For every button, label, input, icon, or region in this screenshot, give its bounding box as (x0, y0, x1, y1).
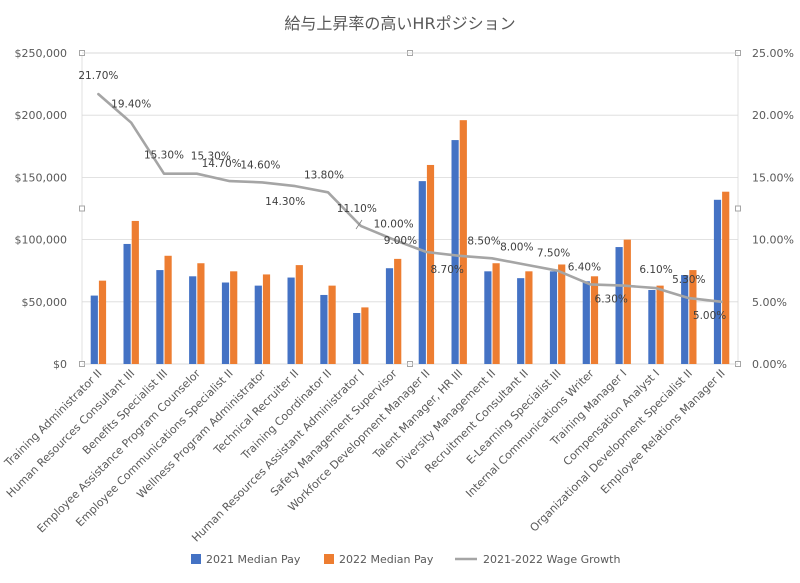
wage-growth-data-label: 14.30% (265, 196, 305, 208)
bar-2021-median-pay (681, 275, 689, 364)
bar-2022-median-pay (623, 239, 631, 364)
legend-label-2021-median-pay: 2021 Median Pay (206, 553, 301, 566)
wage-growth-data-label: 5.00% (693, 310, 726, 322)
bar-2021-median-pay (615, 247, 623, 364)
wage-growth-data-label: 9.00% (384, 235, 417, 247)
bars (90, 120, 730, 365)
right-axis-tick-label: 20.00% (752, 109, 794, 122)
bar-2021-median-pay (189, 276, 197, 364)
bar-2021-median-pay (451, 140, 459, 364)
legend-swatch-2021-median-pay (191, 554, 201, 564)
bar-2022-median-pay (131, 220, 139, 364)
bar-2022-median-pay (590, 276, 599, 364)
bar-2022-median-pay (230, 271, 238, 364)
chart-title: 給与上昇率の高いHRポジション (284, 14, 515, 33)
bar-2021-median-pay (221, 282, 230, 364)
bar-2021-median-pay (582, 281, 590, 364)
bar-2022-median-pay (394, 258, 402, 364)
bar-2021-median-pay (123, 243, 131, 364)
bar-2021-median-pay (648, 289, 656, 364)
wage-growth-series-line (97, 92, 723, 304)
left-axis-tick-label: $50,000 (22, 296, 68, 309)
left-axis-tick-label: $150,000 (15, 171, 68, 184)
wage-growth-data-label: 8.50% (467, 235, 500, 247)
wage-growth-data-label: 6.40% (568, 261, 601, 273)
bar-2021-median-pay (713, 199, 722, 364)
right-axis-tick-label: 10.00% (752, 234, 794, 247)
wage-growth-data-label: 10.00% (374, 219, 414, 231)
wage-growth-data-label: 19.40% (111, 99, 151, 111)
bar-2022-median-pay (525, 271, 533, 364)
right-axis-tick-label: 5.00% (752, 296, 787, 309)
wage-growth-data-label: 14.60% (240, 159, 280, 171)
bar-2021-median-pay (287, 277, 295, 364)
legend-label-wage-growth: 2021-2022 Wage Growth (483, 553, 620, 566)
right-axis-tick-label: 15.00% (752, 171, 794, 184)
left-axis-tick-label: $100,000 (15, 234, 68, 247)
bar-2022-median-pay (361, 307, 369, 364)
bar-2022-median-pay (722, 191, 730, 364)
selection-handle (79, 205, 85, 212)
wage-growth-data-label: 8.00% (500, 241, 533, 253)
bar-2022-median-pay (459, 120, 467, 365)
wage-growth-data-label: 14.70% (202, 158, 242, 170)
bar-2021-median-pay (484, 271, 492, 364)
bar-2022-median-pay (558, 264, 566, 364)
wage-growth-data-label: 5.30% (672, 274, 705, 286)
wage-growth-data-label: 13.80% (304, 169, 344, 181)
bar-2021-median-pay (254, 285, 262, 364)
bar-2022-median-pay (689, 270, 697, 364)
left-axis-tick-label: $250,000 (15, 47, 68, 60)
bar-2022-median-pay (295, 265, 303, 364)
bar-2022-median-pay (656, 285, 664, 364)
wage-growth-data-label: 6.10% (639, 264, 672, 276)
bar-2022-median-pay (164, 255, 172, 364)
bar-2021-median-pay (418, 181, 426, 364)
wage-growth-data-label: 21.70% (78, 70, 118, 82)
wage-growth-data-label: 11.10% (337, 203, 377, 215)
data-labels: 21.70%19.40%15.30% 15.30%14.70%14.60%14.3… (78, 70, 726, 322)
bar-2021-median-pay (385, 268, 394, 364)
right-axis: 0.00% 5.00% 10.00% 15.00% 20.00% 25.00% (752, 47, 794, 371)
right-axis-tick-label: 0.00% (752, 358, 787, 371)
wage-growth-data-label: 7.50% (537, 248, 570, 260)
left-axis: $0 $50,000 $100,000 $150,000 $200,000 $250,00… (15, 47, 68, 371)
legend-swatch-2022-median-pay (324, 554, 334, 564)
left-axis-tick-label: $200,000 (15, 109, 68, 122)
selection-handle (735, 205, 741, 212)
bar-2022-median-pay (492, 263, 500, 364)
left-axis-tick-label: $0 (53, 358, 67, 371)
legend: 2021 Median Pay 2022 Median Pay 2021-2022 … (191, 553, 620, 566)
bar-2021-median-pay (320, 294, 328, 364)
wage-growth-data-label: 15.30% (144, 150, 184, 162)
bar-2021-median-pay (353, 312, 361, 364)
bar-2021-median-pay (517, 278, 525, 364)
data-label-leader-line (355, 219, 363, 230)
wage-growth-data-label: 8.70% (431, 264, 464, 276)
bar-2021-median-pay (549, 271, 558, 364)
bar-2022-median-pay (426, 164, 435, 364)
bar-2022-median-pay (98, 280, 107, 364)
bar-2022-median-pay (197, 263, 205, 364)
wage-growth-data-label: 6.30% (595, 294, 628, 306)
wage-growth-data-label: 15.30% (191, 151, 231, 163)
wage-growth-line (97, 92, 723, 304)
bar-2022-median-pay (328, 285, 336, 364)
right-axis-tick-label: 25.00% (752, 47, 794, 60)
bar-2021-median-pay (90, 295, 98, 364)
legend-label-2022-median-pay: 2022 Median Pay (339, 553, 434, 566)
bar-2021-median-pay (156, 270, 164, 364)
bar-2022-median-pay (262, 274, 271, 364)
